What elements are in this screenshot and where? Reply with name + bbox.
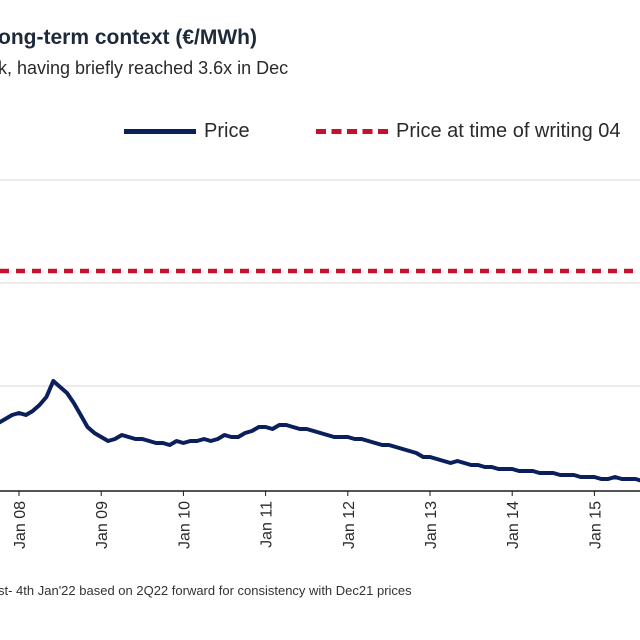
series-line-price <box>0 379 640 483</box>
x-tick-label: Jan 15 <box>587 501 604 549</box>
chart-footnote: st- 4th Jan'22 based on 2Q22 forward for… <box>0 583 412 598</box>
line-chart: Jan 08 Jan 09 Jan 10 Jan 11 Jan 12 Jan 13 Jan … <box>0 179 640 549</box>
legend-swatch-solid <box>124 128 196 134</box>
x-tick-label: Jan 08 <box>12 501 29 549</box>
legend-label-price: Price <box>204 119 250 142</box>
x-tick-label: Jan 14 <box>505 501 522 549</box>
legend-label-price-at-writing: Price at time of writing 04 <box>396 119 621 142</box>
x-tick-label: Jan 10 <box>176 501 193 549</box>
chart-subtitle: k, having briefly reached 3.6x in Dec <box>0 58 289 78</box>
legend-item-price-at-writing: Price at time of writing 04 <box>316 118 621 144</box>
x-tick-label: Jan 12 <box>341 501 358 549</box>
legend-item-price: Price <box>124 118 250 144</box>
x-tick-label: Jan 09 <box>94 501 111 549</box>
x-tick-label: Jan 13 <box>423 501 440 549</box>
legend-swatch-dashed <box>316 128 388 134</box>
chart-title: ong-term context (€/MWh) <box>0 26 257 49</box>
x-tick-label: Jan 11 <box>259 501 276 548</box>
